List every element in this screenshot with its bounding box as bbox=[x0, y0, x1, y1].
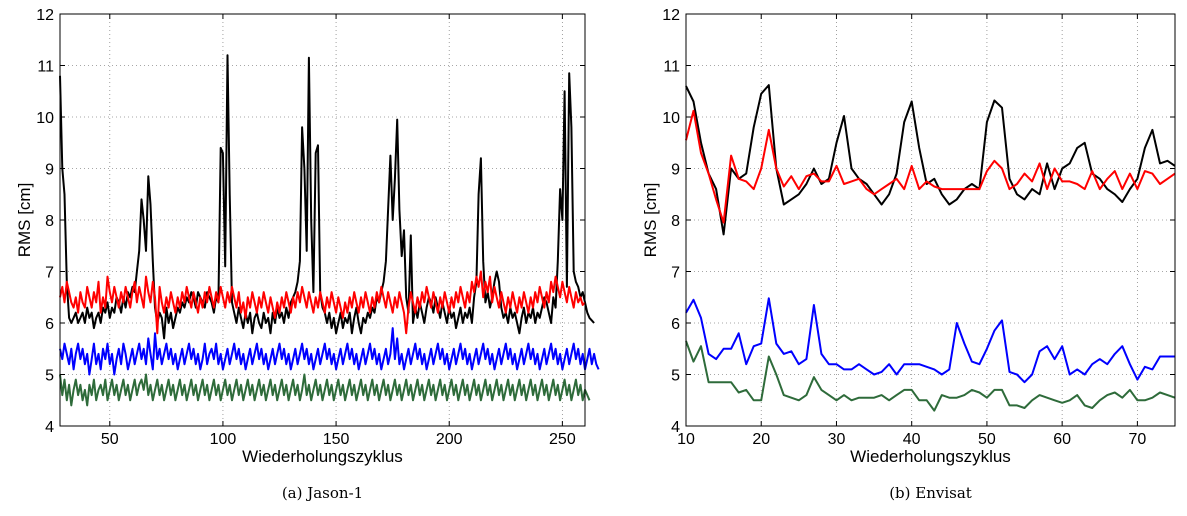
x-axis-label: Wiederholungszyklus bbox=[850, 447, 1011, 466]
series-lines bbox=[59, 54, 600, 407]
series-line-1 bbox=[685, 84, 1176, 236]
tick-marks: 4 5 6 7 8 9 10 11 12 50 100 150 200 250 bbox=[36, 7, 585, 448]
x-tick-label: 10 bbox=[677, 431, 695, 448]
x-tick-label: 100 bbox=[210, 431, 237, 448]
y-tick-label: 4 bbox=[45, 419, 54, 436]
y-tick-label: 12 bbox=[662, 7, 680, 24]
y-tick-label: 5 bbox=[671, 368, 680, 385]
y-tick-label: 7 bbox=[45, 265, 54, 282]
y-tick-label: 11 bbox=[37, 59, 54, 76]
grid bbox=[60, 14, 585, 426]
series-line-4 bbox=[59, 373, 591, 407]
series-lines bbox=[685, 84, 1176, 412]
x-tick-label: 250 bbox=[549, 431, 576, 448]
y-tick-label: 10 bbox=[662, 110, 680, 127]
x-tick-label: 20 bbox=[752, 431, 770, 448]
x-tick-label: 50 bbox=[101, 431, 119, 448]
y-tick-label: 10 bbox=[36, 110, 54, 127]
y-tick-label: 9 bbox=[671, 162, 680, 179]
grid bbox=[686, 14, 1175, 426]
series-line-3 bbox=[685, 297, 1175, 384]
plot-frame bbox=[59, 13, 586, 427]
y-tick-label: 4 bbox=[671, 419, 680, 436]
y-tick-label: 6 bbox=[45, 316, 54, 333]
y-tick-label: 12 bbox=[36, 7, 54, 24]
y-tick-label: 7 bbox=[671, 265, 680, 282]
series-line-2 bbox=[685, 109, 1176, 224]
series-line-3 bbox=[59, 327, 600, 376]
tick-marks: 4 5 6 7 8 9 10 11 12 10 20 30 40 50 60 70 bbox=[662, 7, 1175, 448]
y-tick-label: 11 bbox=[663, 59, 680, 76]
y-axis-label: RMS [cm] bbox=[15, 183, 34, 258]
x-axis-label: Wiederholungszyklus bbox=[242, 447, 403, 466]
x-tick-label: 60 bbox=[1053, 431, 1071, 448]
chart-panel-jason1: 4 5 6 7 8 9 10 11 12 50 100 150 200 250 Wiederholungs… bbox=[15, 7, 600, 502]
x-tick-label: 70 bbox=[1128, 431, 1146, 448]
y-tick-label: 6 bbox=[671, 316, 680, 333]
y-tick-label: 8 bbox=[671, 213, 680, 230]
x-tick-label: 50 bbox=[978, 431, 996, 448]
y-axis-label: RMS [cm] bbox=[641, 183, 660, 258]
x-tick-label: 40 bbox=[903, 431, 921, 448]
panel-caption: (b) Envisat bbox=[889, 484, 972, 502]
panel-caption: (a) Jason-1 bbox=[282, 484, 363, 502]
y-tick-label: 9 bbox=[45, 162, 54, 179]
y-tick-label: 5 bbox=[45, 368, 54, 385]
series-line-2 bbox=[59, 270, 586, 335]
x-tick-label: 30 bbox=[828, 431, 846, 448]
y-tick-label: 8 bbox=[45, 213, 54, 230]
series-line-4 bbox=[685, 340, 1176, 412]
x-tick-label: 150 bbox=[323, 431, 350, 448]
chart-panel-envisat: 4 5 6 7 8 9 10 11 12 10 20 30 40 50 60 70 Wiederholungs… bbox=[641, 7, 1176, 502]
series-line-1 bbox=[59, 54, 595, 340]
x-tick-label: 200 bbox=[436, 431, 463, 448]
